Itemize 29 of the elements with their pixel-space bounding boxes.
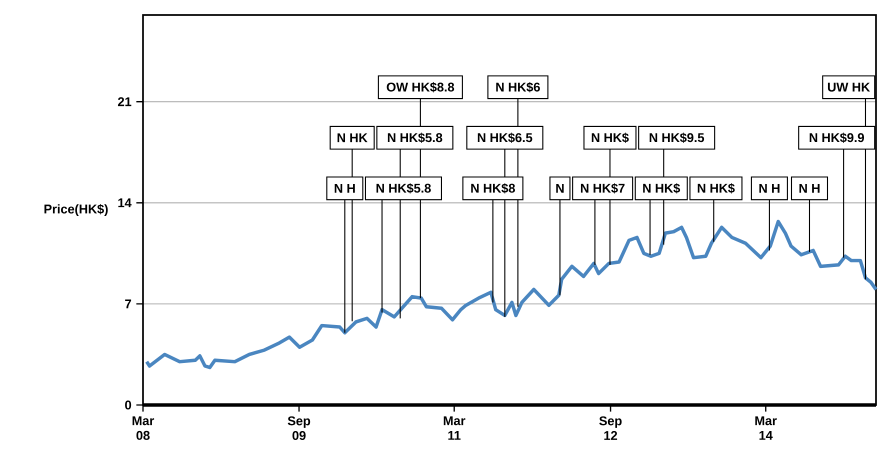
x-tick-label: Mar 08 bbox=[132, 416, 154, 440]
annotation: N HK$6 bbox=[496, 82, 540, 92]
annotation: N H bbox=[334, 184, 355, 193]
line-series bbox=[144, 220, 878, 370]
annotation: N H bbox=[799, 184, 820, 193]
annotation: N HK$5.8 bbox=[376, 183, 431, 194]
x-tick-label: Mar 11 bbox=[444, 416, 466, 440]
annotation: N HK$5.8 bbox=[388, 132, 442, 143]
annotation: N HK$9.9 bbox=[810, 132, 864, 143]
annotation: N HK$ bbox=[643, 183, 680, 194]
y-tick-label: 0 bbox=[125, 400, 132, 410]
annotation: N HK$ bbox=[592, 132, 629, 143]
annotation: OW HK$8.8 bbox=[386, 82, 454, 92]
y-tick-label: 7 bbox=[125, 300, 132, 308]
y-axis-title: Price(HK$) bbox=[44, 204, 108, 216]
x-tick-label: Mar 14 bbox=[755, 416, 777, 440]
annotation: N HK$8 bbox=[471, 183, 515, 194]
annotation: N bbox=[556, 184, 564, 193]
annotation: N HK$7 bbox=[580, 183, 625, 194]
y-tick-label: 14 bbox=[118, 198, 132, 208]
annotation: N HK$6.5 bbox=[478, 132, 532, 143]
annotation: N HK$ bbox=[698, 183, 735, 194]
annotation: UW HK bbox=[828, 82, 870, 92]
x-tick-label: Sep 09 bbox=[288, 416, 310, 440]
y-tick-label: 21 bbox=[118, 97, 132, 106]
annotation: N HK bbox=[338, 133, 368, 142]
x-tick-label: Sep 12 bbox=[599, 416, 622, 440]
annotation: N HK$9.5 bbox=[650, 132, 704, 143]
annotation: N H bbox=[759, 184, 780, 193]
